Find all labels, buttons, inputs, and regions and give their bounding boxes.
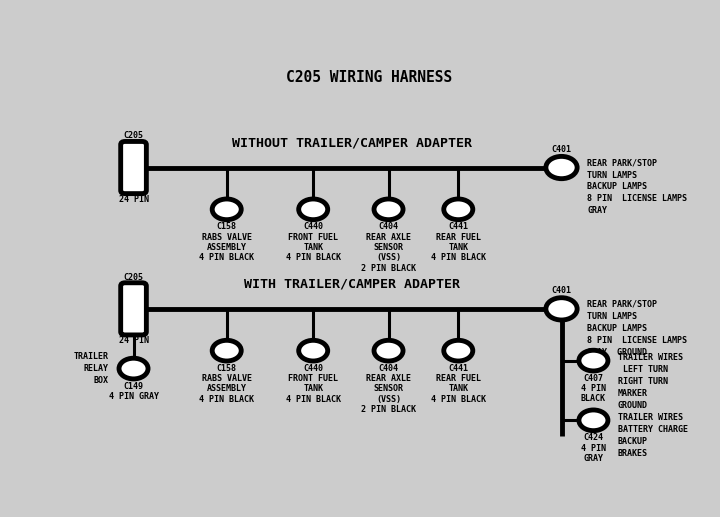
Text: TANK: TANK — [449, 243, 468, 252]
Text: 2 PIN BLACK: 2 PIN BLACK — [361, 264, 416, 273]
Text: FRONT FUEL: FRONT FUEL — [288, 233, 338, 242]
Text: SENSOR: SENSOR — [374, 243, 403, 252]
Text: 4 PIN BLACK: 4 PIN BLACK — [286, 253, 341, 263]
Text: TANK: TANK — [303, 384, 323, 393]
Circle shape — [374, 340, 403, 361]
Text: RABS VALVE: RABS VALVE — [202, 233, 252, 242]
Text: BACKUP LAMPS: BACKUP LAMPS — [588, 183, 647, 191]
Text: C440: C440 — [303, 222, 323, 231]
Text: 4 PIN: 4 PIN — [581, 384, 606, 393]
Circle shape — [299, 340, 328, 361]
Circle shape — [444, 199, 473, 220]
Text: TURN LAMPS: TURN LAMPS — [588, 171, 637, 179]
Text: ASSEMBLY: ASSEMBLY — [207, 243, 247, 252]
Text: C158: C158 — [217, 363, 237, 373]
Text: BLACK: BLACK — [581, 394, 606, 403]
Text: 4 PIN BLACK: 4 PIN BLACK — [431, 253, 486, 263]
Text: BOX: BOX — [94, 376, 109, 385]
Text: BATTERY CHARGE: BATTERY CHARGE — [618, 424, 688, 434]
Text: C401: C401 — [552, 286, 572, 295]
Text: C441: C441 — [449, 363, 468, 373]
Text: C407: C407 — [583, 374, 603, 383]
Text: (VSS): (VSS) — [376, 394, 401, 404]
Text: 4 PIN BLACK: 4 PIN BLACK — [286, 394, 341, 404]
Text: 24 PIN: 24 PIN — [119, 195, 148, 204]
Text: TURN LAMPS: TURN LAMPS — [588, 312, 637, 321]
Circle shape — [546, 156, 577, 179]
Circle shape — [579, 350, 608, 371]
Text: C401: C401 — [552, 145, 572, 154]
Text: C404: C404 — [379, 363, 399, 373]
Circle shape — [374, 199, 403, 220]
Circle shape — [119, 358, 148, 379]
Text: TRAILER WIRES: TRAILER WIRES — [618, 353, 683, 362]
Text: C205: C205 — [124, 272, 143, 282]
Text: C149: C149 — [124, 382, 143, 390]
Text: GRAY  GROUND: GRAY GROUND — [588, 347, 647, 357]
Text: TRAILER WIRES: TRAILER WIRES — [618, 413, 683, 422]
Text: C424: C424 — [583, 433, 603, 443]
Text: RIGHT TURN: RIGHT TURN — [618, 377, 668, 386]
Text: BRAKES: BRAKES — [618, 449, 648, 458]
Text: 2 PIN BLACK: 2 PIN BLACK — [361, 405, 416, 414]
Text: TANK: TANK — [303, 243, 323, 252]
Circle shape — [212, 199, 241, 220]
Text: WITHOUT TRAILER/CAMPER ADAPTER: WITHOUT TRAILER/CAMPER ADAPTER — [233, 136, 472, 149]
Text: MARKER: MARKER — [618, 389, 648, 398]
Text: GRAY: GRAY — [583, 454, 603, 463]
Text: 4 PIN BLACK: 4 PIN BLACK — [431, 394, 486, 404]
Text: C158: C158 — [217, 222, 237, 231]
Text: TRAILER: TRAILER — [74, 352, 109, 361]
Text: BACKUP: BACKUP — [618, 436, 648, 446]
FancyBboxPatch shape — [121, 283, 146, 335]
Text: REAR FUEL: REAR FUEL — [436, 233, 481, 242]
Text: 4 PIN GRAY: 4 PIN GRAY — [109, 392, 158, 401]
Text: 4 PIN: 4 PIN — [581, 444, 606, 453]
Circle shape — [444, 340, 473, 361]
FancyBboxPatch shape — [121, 142, 146, 193]
Circle shape — [546, 298, 577, 320]
Text: 4 PIN BLACK: 4 PIN BLACK — [199, 394, 254, 404]
Text: REAR AXLE: REAR AXLE — [366, 233, 411, 242]
Text: GROUND: GROUND — [618, 401, 648, 410]
Text: C205: C205 — [124, 131, 143, 141]
Text: WITH TRAILER/CAMPER ADAPTER: WITH TRAILER/CAMPER ADAPTER — [244, 278, 460, 291]
Text: REAR PARK/STOP: REAR PARK/STOP — [588, 159, 657, 168]
Text: C440: C440 — [303, 363, 323, 373]
Text: (VSS): (VSS) — [376, 253, 401, 263]
Text: LEFT TURN: LEFT TURN — [618, 365, 668, 374]
Text: BACKUP LAMPS: BACKUP LAMPS — [588, 324, 647, 333]
Text: RABS VALVE: RABS VALVE — [202, 374, 252, 383]
Text: FRONT FUEL: FRONT FUEL — [288, 374, 338, 383]
Text: REAR FUEL: REAR FUEL — [436, 374, 481, 383]
Text: REAR PARK/STOP: REAR PARK/STOP — [588, 300, 657, 309]
Text: TANK: TANK — [449, 384, 468, 393]
Text: C441: C441 — [449, 222, 468, 231]
Circle shape — [212, 340, 241, 361]
Circle shape — [299, 199, 328, 220]
Text: REAR AXLE: REAR AXLE — [366, 374, 411, 383]
Text: 8 PIN  LICENSE LAMPS: 8 PIN LICENSE LAMPS — [588, 336, 687, 345]
Text: SENSOR: SENSOR — [374, 384, 403, 393]
Text: C404: C404 — [379, 222, 399, 231]
Text: 24 PIN: 24 PIN — [119, 336, 148, 345]
Text: GRAY: GRAY — [588, 206, 607, 216]
Circle shape — [579, 410, 608, 431]
Text: RELAY: RELAY — [84, 364, 109, 373]
Text: ASSEMBLY: ASSEMBLY — [207, 384, 247, 393]
Text: 8 PIN  LICENSE LAMPS: 8 PIN LICENSE LAMPS — [588, 194, 687, 203]
Text: 4 PIN BLACK: 4 PIN BLACK — [199, 253, 254, 263]
Text: C205 WIRING HARNESS: C205 WIRING HARNESS — [286, 70, 452, 85]
